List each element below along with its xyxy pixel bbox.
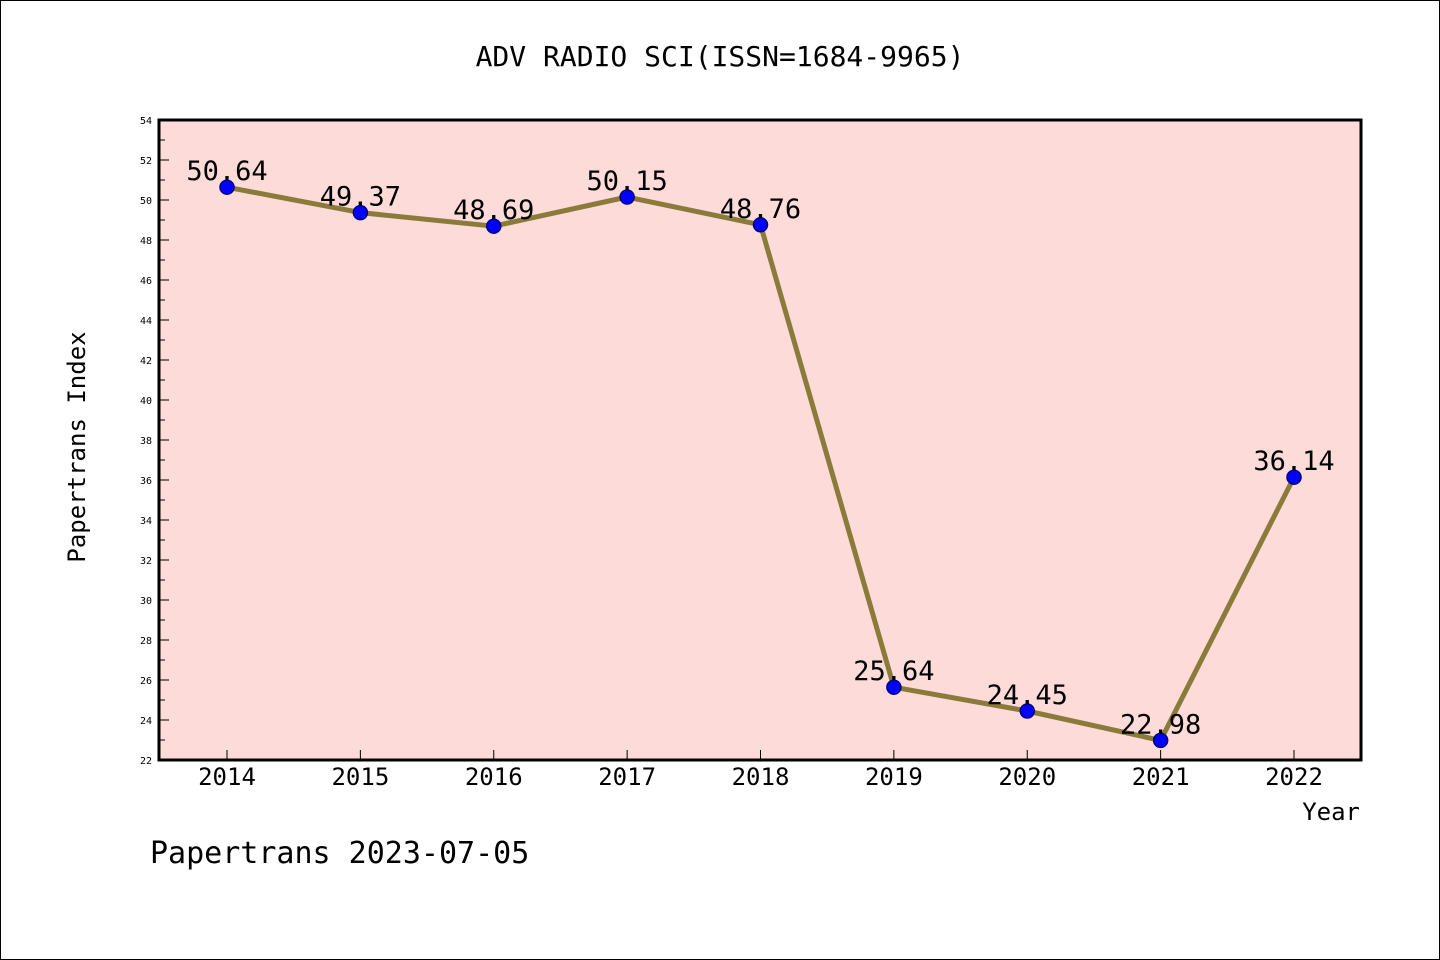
- y-tick-label: 38: [140, 436, 152, 447]
- y-tick-label: 48: [140, 236, 152, 247]
- y-tick-label: 22: [140, 756, 152, 767]
- y-tick-label: 26: [140, 676, 152, 687]
- data-label: 25.64: [853, 656, 934, 687]
- y-tick-label: 24: [140, 716, 152, 727]
- y-tick-label: 50: [140, 196, 152, 207]
- x-tick-label: 2018: [732, 763, 790, 791]
- y-tick-label: 44: [140, 316, 152, 327]
- y-tick-label: 46: [140, 276, 152, 287]
- x-axis: 2014 2015 2016 2017 2018 2019 2020 2021 2022: [198, 750, 1323, 791]
- y-axis: 22 24 26 28 30 32 34 36 38 40 42 44 46 48 50 52 54: [140, 116, 169, 767]
- data-label: 49.37: [320, 182, 401, 213]
- y-tick-label: 40: [140, 396, 152, 407]
- x-tick-label: 2020: [998, 763, 1056, 791]
- x-tick-label: 2022: [1265, 763, 1323, 791]
- data-point-marker: [352, 204, 369, 221]
- y-tick-label: 28: [140, 636, 152, 647]
- data-label: 50.15: [586, 166, 667, 197]
- x-tick-label: 2016: [465, 763, 523, 791]
- data-label: 48.69: [453, 195, 534, 226]
- data-label: 50.64: [186, 156, 267, 187]
- data-label: 48.76: [720, 194, 801, 225]
- data-label: 36.14: [1253, 446, 1334, 477]
- y-tick-label: 36: [140, 476, 152, 487]
- data-point-marker: [219, 179, 235, 195]
- data-point-marker: [1152, 732, 1169, 749]
- footer-text: Papertrans 2023-07-05: [150, 836, 529, 871]
- y-tick-label: 42: [140, 356, 152, 367]
- y-tick-label: 32: [140, 556, 152, 567]
- y-tick-label: 34: [140, 516, 152, 527]
- data-point-marker: [752, 217, 769, 233]
- data-series: 50.64 49.37 48.69 50.15 48.76 25.64 24.45 22.98…: [186, 156, 1335, 749]
- x-tick-label: 2015: [331, 763, 389, 791]
- x-tick-label: 2019: [865, 763, 923, 791]
- data-point-marker: [619, 189, 635, 205]
- x-tick-label: 2017: [598, 763, 656, 791]
- y-tick-label: 30: [140, 596, 152, 607]
- data-point-marker: [1286, 469, 1302, 485]
- y-axis-label: Papertrans Index: [63, 331, 91, 562]
- y-tick-label: 52: [140, 156, 152, 167]
- x-tick-label: 2014: [198, 763, 256, 791]
- data-point-marker: [886, 679, 902, 695]
- x-tick-label: 2021: [1132, 763, 1190, 791]
- data-point-marker: [486, 218, 502, 234]
- data-point-marker: [1019, 703, 1035, 719]
- chart-title: ADV RADIO SCI(ISSN=1684-9965): [476, 40, 965, 73]
- data-label: 22.98: [1120, 709, 1201, 740]
- x-axis-label: Year: [1302, 798, 1360, 826]
- y-tick-label: 54: [140, 116, 152, 127]
- data-label: 24.45: [987, 680, 1068, 711]
